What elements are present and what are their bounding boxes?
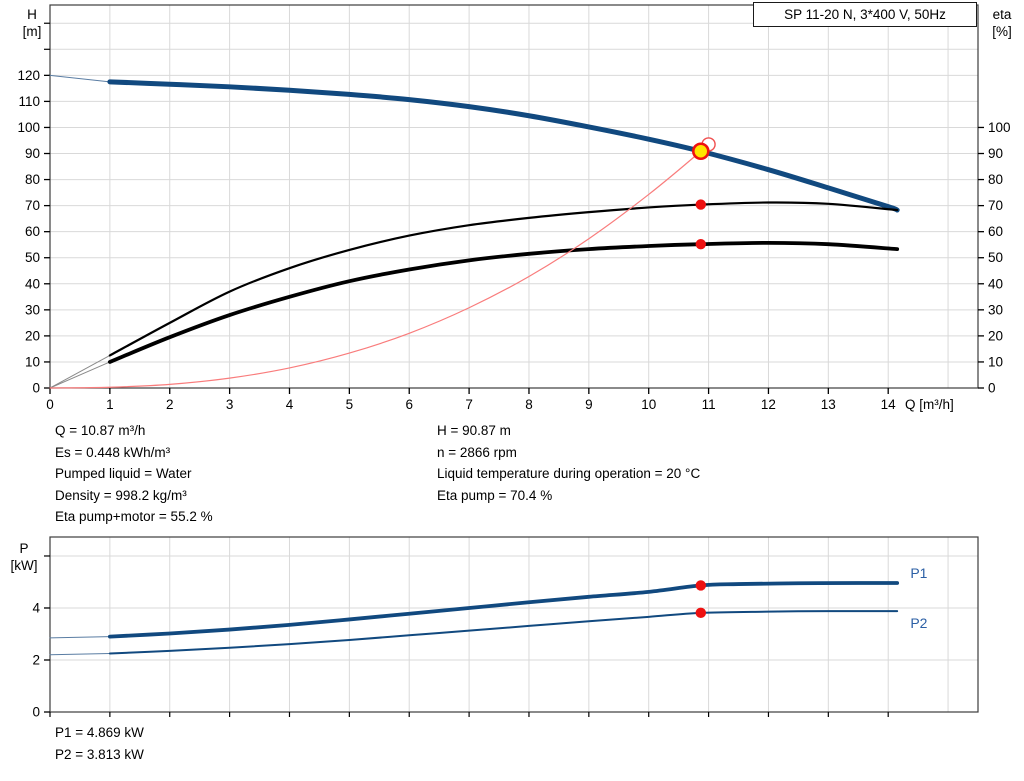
- p2-curve: [108, 610, 899, 655]
- y-tick-right-label: 100: [988, 120, 1011, 135]
- info-head: H = 90.87 m: [437, 423, 511, 438]
- x-tick-label: 13: [821, 397, 836, 412]
- chart-title-box: SP 11-20 N, 3*400 V, 50Hz: [753, 2, 977, 27]
- q-axis-label: Q [m³/h]: [905, 397, 954, 412]
- h-axis-unit: [m]: [22, 24, 42, 39]
- x-tick-label: 1: [106, 397, 114, 412]
- h-axis-label: H [m]: [12, 6, 52, 40]
- x-tick-label: 2: [166, 397, 174, 412]
- x-tick-label: 7: [465, 397, 473, 412]
- p1-curve-lead: [49, 636, 111, 639]
- info-pumped-liquid: Pumped liquid = Water: [55, 466, 192, 481]
- system-curve: [49, 142, 710, 389]
- x-tick-label: 3: [226, 397, 234, 412]
- p2-point: [695, 607, 706, 619]
- y-tick-left-label: 100: [17, 120, 40, 135]
- y-tick-right-label: 40: [988, 276, 1003, 291]
- plot-frame: [49, 4, 979, 389]
- p1-curve: [107, 581, 900, 639]
- info-density: Density = 998.2 kg/m³: [55, 487, 187, 503]
- info-flow: Q = 10.87 m³/h: [55, 423, 146, 438]
- eta-pump-lead: [49, 354, 111, 389]
- info-p2: P2 = 3.813 kW: [55, 747, 144, 762]
- operating-point-info-left: Q = 10.87 m³/h Es = 0.448 kWh/m³ Pumped …: [55, 420, 213, 528]
- eta-axis-unit: [%]: [992, 24, 1012, 39]
- y-tick-left-label: 70: [25, 198, 40, 213]
- x-tick-label: 10: [641, 397, 656, 412]
- p1-point: [695, 580, 706, 591]
- y-tick-right-label: 10: [988, 354, 1003, 369]
- h-axis-symbol: H: [27, 7, 37, 22]
- x-tick-label: 0: [46, 397, 54, 412]
- eta-axis-label: eta [%]: [982, 6, 1022, 40]
- info-speed: n = 2866 rpm: [437, 444, 517, 460]
- y-tick-left-label: 80: [25, 172, 40, 187]
- eta-pump: [108, 201, 899, 357]
- eta-pump-motor-point: [695, 238, 706, 250]
- y-tick-left-label: 0: [32, 381, 40, 396]
- y-tick-left-label: 20: [25, 328, 40, 343]
- x-tick-label: 4: [286, 397, 294, 412]
- y-tick-right-label: 30: [988, 302, 1003, 317]
- info-p1: P1 = 4.869 kW: [55, 725, 144, 740]
- x-tick-label: 14: [881, 397, 897, 412]
- info-liquid-temperature: Liquid temperature during operation = 20…: [437, 466, 701, 481]
- y-tick-right-label: 20: [988, 328, 1003, 343]
- y-tick-right-label: 50: [988, 250, 1003, 265]
- p-axis-symbol: P: [19, 541, 29, 556]
- y-tick-left-label: 110: [18, 94, 40, 109]
- y-tick-left-label: 2: [32, 652, 40, 667]
- x-tick-label: 5: [346, 397, 354, 412]
- eta-pump-motor-lead: [49, 361, 111, 389]
- p2-curve-lead: [49, 652, 111, 656]
- eta-axis-symbol: eta: [992, 7, 1012, 22]
- p-axis-label: P [kW]: [2, 540, 46, 574]
- y-tick-left-label: 40: [25, 276, 40, 291]
- y-tick-left-label: 60: [25, 224, 40, 239]
- y-tick-left-label: 4: [32, 600, 40, 615]
- p2-series-label: P2: [910, 615, 927, 631]
- y-tick-left-label: 50: [25, 250, 40, 265]
- info-eta-pump-motor: Eta pump+motor = 55.2 %: [55, 509, 213, 524]
- x-tick-label: 9: [585, 397, 593, 412]
- y-tick-right-label: 80: [988, 172, 1003, 187]
- y-tick-right-label: 0: [988, 381, 996, 396]
- x-tick-label: 11: [702, 397, 716, 412]
- y-tick-left-label: 120: [17, 68, 40, 83]
- plot-frame: [49, 536, 979, 713]
- eta-pump-point: [695, 199, 706, 210]
- operating-point-info-right: H = 90.87 m n = 2866 rpm Liquid temperat…: [437, 420, 700, 506]
- y-tick-left-label: 90: [25, 146, 40, 161]
- operating-point[interactable]: [691, 142, 710, 161]
- pump-curve: [107, 79, 900, 213]
- x-tick-label: 12: [761, 397, 776, 412]
- pump-curve-lead: [49, 74, 111, 83]
- y-tick-right-label: 60: [988, 224, 1003, 239]
- eta-pump-motor: [107, 240, 900, 364]
- x-tick-label: 8: [525, 397, 533, 412]
- y-tick-right-label: 70: [988, 198, 1003, 213]
- y-tick-left-label: 10: [25, 354, 40, 369]
- power-info: P1 = 4.869 kW P2 = 3.813 kW: [55, 722, 144, 766]
- p-axis-unit: [kW]: [10, 558, 38, 573]
- y-tick-left-label: 0: [32, 705, 40, 720]
- y-tick-right-label: 90: [988, 146, 1003, 161]
- info-specific-energy: Es = 0.448 kWh/m³: [55, 444, 171, 460]
- p1-series-label: P1: [910, 565, 927, 581]
- y-tick-left-label: 30: [25, 302, 40, 317]
- info-eta-pump: Eta pump = 70.4 %: [437, 487, 553, 503]
- x-tick-label: 6: [405, 397, 413, 412]
